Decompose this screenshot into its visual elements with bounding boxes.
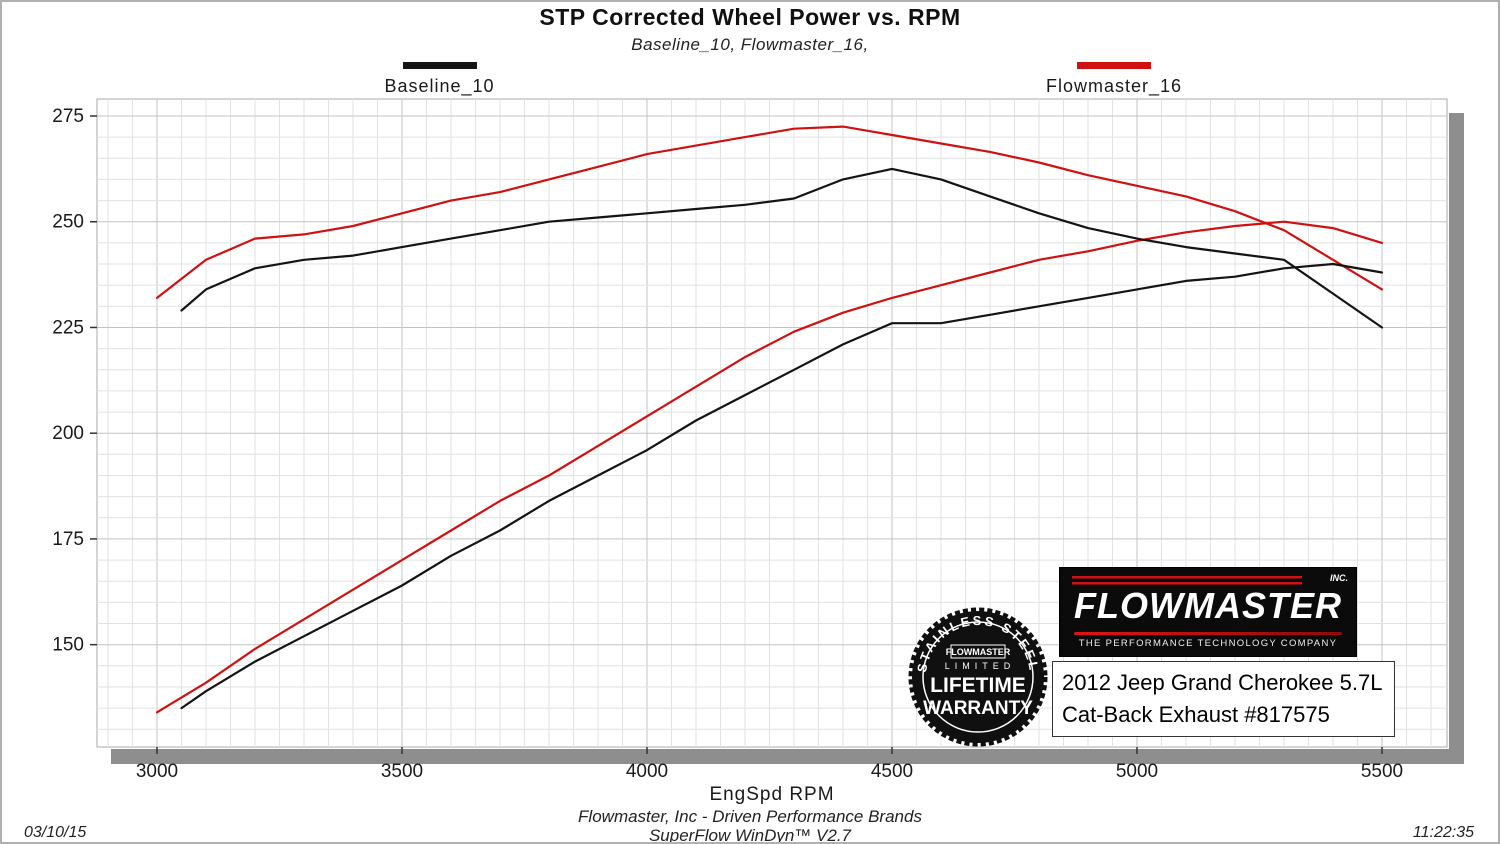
svg-text:3500: 3500 (381, 761, 423, 782)
plot-shadow (111, 113, 1464, 764)
chart-subtitle: Baseline_10, Flowmaster_16, (631, 35, 869, 54)
legend-swatch-baseline (402, 62, 477, 69)
legend-item-flowmaster: Flowmaster_16 (1034, 62, 1194, 97)
svg-text:275: 275 (52, 106, 84, 127)
series-Baseline_10-upper (180, 167, 1384, 329)
x-axis-label: EngSpd RPM (709, 784, 835, 805)
series-Flowmaster_16-upper (155, 125, 1384, 299)
vehicle-info-line2: Cat-Back Exhaust #817575 (1062, 702, 1330, 727)
svg-text:150: 150 (52, 635, 84, 656)
svg-text:4500: 4500 (871, 761, 913, 782)
svg-text:200: 200 (52, 423, 84, 444)
svg-text:5000: 5000 (1116, 761, 1158, 782)
vehicle-info-line1: 2012 Jeep Grand Cherokee 5.7L (1062, 670, 1383, 695)
svg-text:175: 175 (52, 529, 84, 550)
footer-time: 11:22:35 (1412, 824, 1474, 841)
badge-lifetime-text: LIFETIME (930, 674, 1026, 697)
svg-text:225: 225 (52, 317, 84, 338)
logo-brand-text: FLOWMASTER (1074, 585, 1342, 626)
footer-company-line: Flowmaster, Inc - Driven Performance Bra… (578, 807, 922, 826)
axis-ticks-and-labels: 3000 3500 4000 4500 5000 5500 150 175 200 225 250 2… (52, 106, 1403, 782)
footer-date: 03/10/15 (24, 824, 87, 841)
flowmaster-logo: INC. FLOWMASTER THE PERFORMANCE TECHNOLO… (1059, 567, 1357, 657)
badge-warranty-text: WARRANTY (923, 698, 1033, 719)
logo-speed-stripes-icon (1072, 576, 1302, 587)
legend-item-baseline: Baseline_10 (362, 62, 517, 97)
vehicle-info-box: 2012 Jeep Grand Cherokee 5.7L Cat-Back E… (1052, 661, 1395, 737)
series-Baseline_10-lower (180, 262, 1384, 710)
lifetime-warranty-badge: STAINLESS STEEL FLOWMASTER LIMITED LIFET… (908, 607, 1048, 747)
svg-text:4000: 4000 (626, 761, 668, 782)
badge-brand-text: FLOWMASTER (946, 647, 1011, 657)
chart-title: STP Corrected Wheel Power vs. RPM (539, 4, 961, 30)
svg-text:3000: 3000 (136, 761, 178, 782)
legend-swatch-flowmaster (1077, 62, 1151, 69)
footer-software-line: SuperFlow WinDyn™ V2.7 (648, 826, 852, 844)
legend-label-baseline: Baseline_10 (384, 76, 495, 96)
logo-tagline: THE PERFORMANCE TECHNOLOGY COMPANY (1078, 638, 1338, 649)
svg-text:5500: 5500 (1361, 761, 1403, 782)
logo-inc-label: INC. (1330, 573, 1348, 583)
svg-text:250: 250 (52, 212, 84, 233)
legend-label-flowmaster: Flowmaster_16 (1045, 76, 1183, 96)
badge-limited-text: LIMITED (945, 661, 1016, 671)
logo-red-swoosh-icon (1074, 632, 1342, 635)
series-Flowmaster_16-lower (155, 220, 1384, 714)
